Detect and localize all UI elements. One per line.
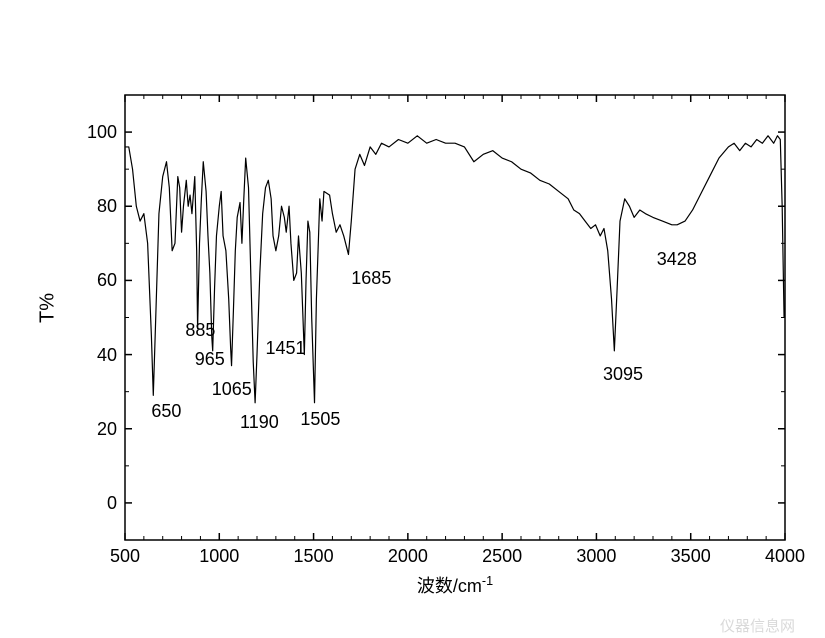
x-axis-label-text: 波数/cm	[417, 576, 482, 596]
peak-label: 1190	[240, 412, 279, 433]
x-axis-label: 波数/cm-1	[417, 572, 493, 598]
peak-label: 3095	[603, 364, 643, 385]
peak-label: 1451	[265, 338, 305, 359]
y-tick-label: 0	[107, 493, 117, 514]
peak-label: 965	[195, 349, 225, 370]
y-tick-label: 40	[97, 345, 117, 366]
peak-label: 1685	[351, 268, 391, 289]
peak-label: 1505	[300, 409, 340, 430]
watermark-text: 仪器信息网	[720, 615, 795, 636]
x-axis-label-super: -1	[482, 574, 493, 588]
spectrum-svg	[0, 0, 825, 638]
x-tick-label: 1000	[197, 546, 241, 567]
peak-label: 3428	[657, 249, 697, 270]
plot-frame	[125, 95, 785, 540]
y-tick-label: 20	[97, 419, 117, 440]
y-tick-label: 80	[97, 196, 117, 217]
y-tick-label: 100	[87, 122, 117, 143]
y-axis-label: T%	[37, 293, 60, 323]
x-tick-label: 1500	[292, 546, 336, 567]
y-tick-label: 60	[97, 270, 117, 291]
x-tick-label: 3500	[669, 546, 713, 567]
peak-label: 885	[185, 320, 215, 341]
x-tick-label: 3000	[574, 546, 618, 567]
peak-label: 1065	[212, 379, 252, 400]
x-tick-label: 500	[103, 546, 147, 567]
x-tick-label: 2500	[480, 546, 524, 567]
x-tick-label: 2000	[386, 546, 430, 567]
x-tick-label: 4000	[763, 546, 807, 567]
peak-label: 650	[151, 401, 181, 422]
